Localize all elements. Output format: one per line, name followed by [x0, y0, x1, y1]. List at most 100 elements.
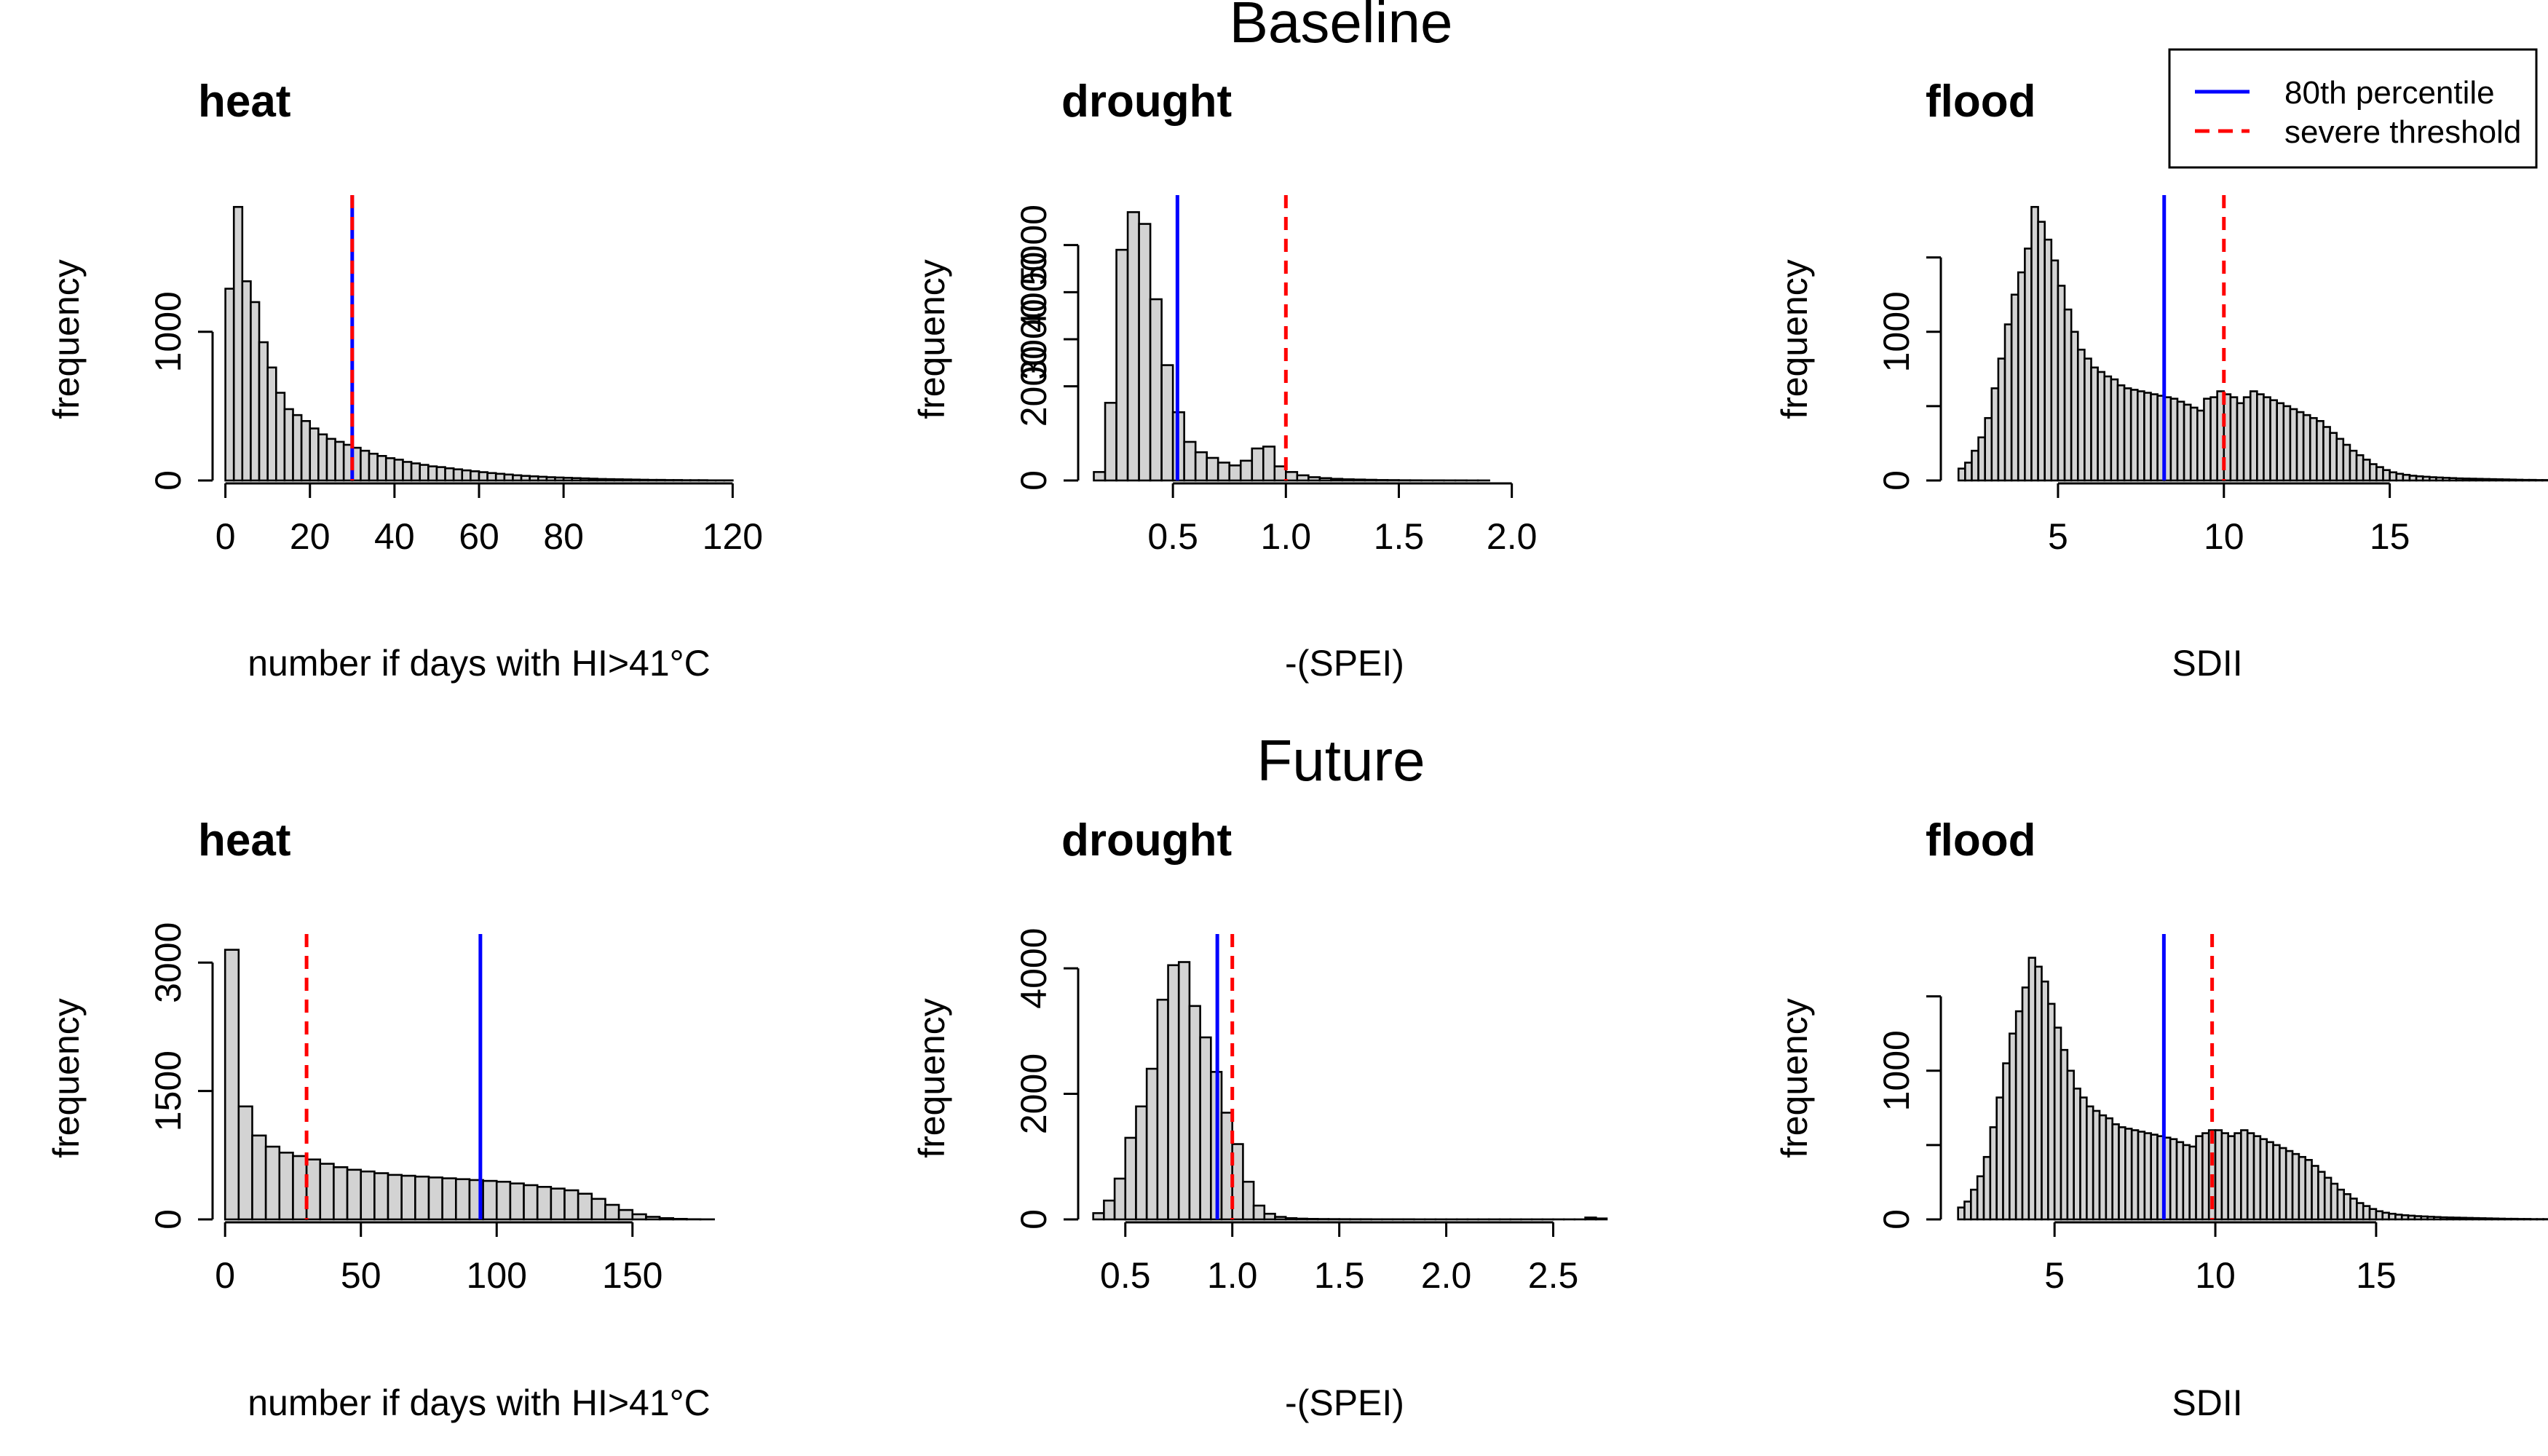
histogram-bar [400, 1174, 416, 1221]
histogram-bar [2143, 1132, 2153, 1221]
histogram-bar [613, 478, 624, 482]
histogram-bar [2183, 403, 2192, 482]
histogram-bar [1970, 1188, 1979, 1221]
histogram-bar [2201, 1132, 2210, 1221]
panel-title: heat [198, 815, 290, 866]
histogram-bar [2400, 1214, 2410, 1221]
y-tick-label: 2000 [1013, 346, 1054, 427]
histogram-bar [2027, 957, 2036, 1221]
histogram-bar [2465, 1216, 2474, 1221]
histogram-bar [2073, 1087, 2081, 1221]
histogram-bar [1330, 478, 1344, 482]
panel-title: drought [1061, 76, 1232, 127]
histogram-bar [571, 477, 582, 482]
histogram-bar [2009, 1032, 2017, 1221]
histogram-bar [2252, 1135, 2262, 1221]
panel-title: heat [198, 76, 290, 127]
histogram-bar [2229, 396, 2239, 482]
histogram-bar [604, 1203, 620, 1221]
histogram-bar [2329, 432, 2338, 482]
histogram-bar [373, 1172, 389, 1221]
histogram-bar [1115, 248, 1129, 482]
histogram-bar [1103, 1199, 1116, 1221]
histogram-bar [2295, 411, 2305, 482]
legend: 80th percentile severe threshold [2168, 48, 2538, 169]
histogram-bar [2279, 1147, 2287, 1221]
histogram-bar [545, 476, 556, 482]
histogram-bar [2124, 1128, 2133, 1221]
histogram-bar [2240, 1129, 2249, 1221]
histogram-bar [494, 472, 506, 482]
histogram-bar [2421, 475, 2431, 482]
panel-baseline-flood: flood 5 10 15 0 1000 SDII frequency [1774, 76, 2548, 684]
x-tick-label: 150 [602, 1255, 662, 1296]
histogram-bar [1957, 1206, 1966, 1221]
histogram-bar [2368, 1208, 2378, 1221]
histogram-bar [2214, 1129, 2223, 1221]
histogram-bar [1092, 1212, 1105, 1221]
histogram-bar [1982, 1155, 1992, 1221]
histogram-bar [2356, 1202, 2365, 1221]
histogram-bar [2336, 1188, 2346, 1221]
histogram-bar [2316, 420, 2325, 482]
histogram-bar [2330, 1182, 2339, 1221]
histogram-bar [2090, 366, 2099, 482]
histogram-bar [2137, 390, 2145, 482]
y-axis-label: frequency [911, 998, 952, 1158]
histogram-bar [2037, 221, 2046, 482]
histogram-bar [2317, 1171, 2326, 1221]
histogram-bar [1307, 476, 1321, 482]
x-axis-label: number if days with HI>41°C [248, 643, 711, 684]
histogram-bar [523, 1184, 539, 1221]
histogram-bar [2266, 1141, 2274, 1221]
y-axis-label: frequency [46, 259, 87, 419]
histogram-bar [2175, 1141, 2185, 1221]
histogram-bar [2182, 1144, 2191, 1221]
histogram-bar [2439, 1216, 2448, 1221]
histogram-bar [1274, 1216, 1287, 1221]
histogram-bar [2442, 477, 2450, 482]
histogram-bar [1206, 456, 1219, 482]
histogram-bar [2129, 389, 2139, 482]
histogram-bar [1584, 1216, 1597, 1221]
histogram-bar [2433, 1216, 2442, 1221]
histogram-bar [346, 1168, 363, 1221]
x-tick-label: 100 [467, 1255, 527, 1296]
histogram-bar [1135, 1105, 1148, 1221]
histogram-bar [2394, 1214, 2403, 1221]
histogram-bar [1252, 1204, 1266, 1221]
histogram-bar [2311, 1165, 2319, 1221]
x-tick-label: 50 [341, 1255, 381, 1296]
panel-title: drought [1061, 815, 1232, 866]
histogram-bar [224, 288, 235, 482]
histogram-bar [2429, 476, 2437, 482]
histogram-bar [278, 1151, 294, 1221]
histogram-bar [2236, 402, 2245, 482]
x-tick-label: 2.0 [1421, 1255, 1472, 1296]
histogram-bar [550, 1187, 566, 1221]
y-tick-label: 0 [1876, 470, 1917, 491]
y-axis-label: frequency [1774, 998, 1815, 1158]
x-tick-label: 120 [703, 516, 763, 557]
histogram-bar [2481, 478, 2490, 482]
legend-box [2168, 48, 2538, 169]
histogram-bar [1296, 474, 1310, 482]
histogram-bar [2282, 405, 2292, 482]
histogram-bar [1963, 1200, 1972, 1221]
x-tick-label: 1.5 [1374, 516, 1425, 557]
histogram-bar [410, 462, 422, 482]
histogram-bar [1156, 998, 1169, 1221]
histogram-bar [2495, 478, 2504, 482]
histogram-bar [1341, 478, 1355, 482]
histogram-bar [631, 1213, 647, 1221]
histogram-bar [1138, 223, 1152, 482]
histogram-bar [1160, 364, 1174, 482]
y-tick-label: 0 [1876, 1209, 1917, 1230]
histogram-bar [2308, 416, 2318, 482]
histogram-bar [2477, 1217, 2487, 1221]
histogram-bar [2079, 1096, 2088, 1221]
histogram-bar [2381, 1211, 2390, 1221]
histogram-bar [2322, 426, 2331, 482]
